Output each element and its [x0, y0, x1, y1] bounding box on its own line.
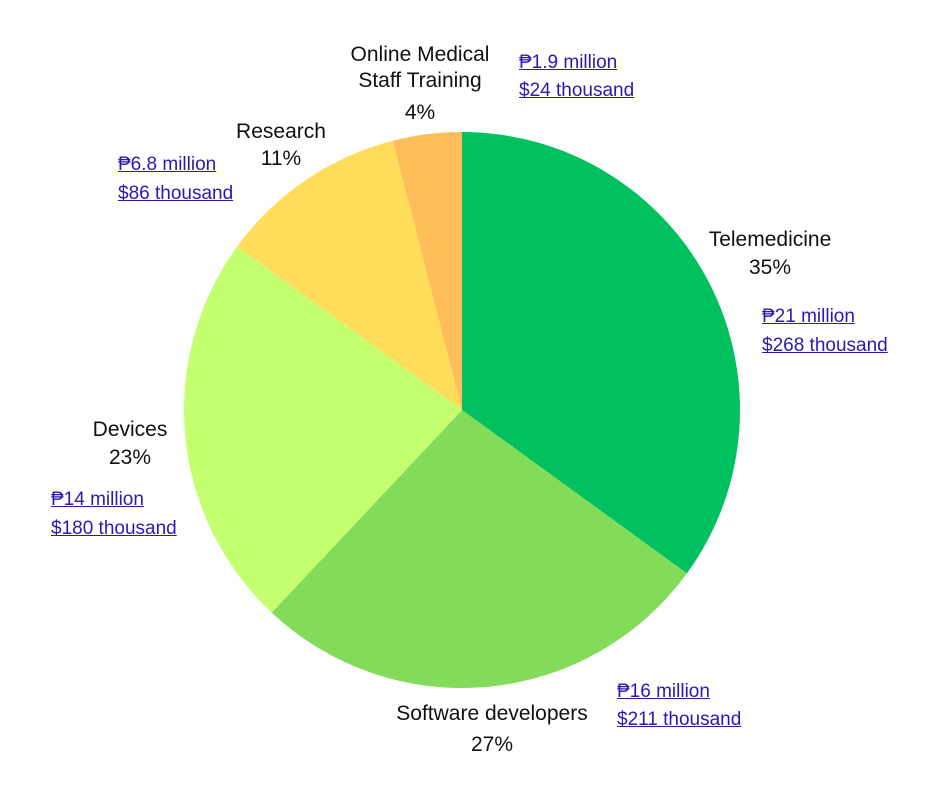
pie-slice [184, 246, 462, 613]
slice-percent: 11% [260, 147, 302, 170]
slice-label: Devices [92, 418, 168, 441]
pie-slice [392, 132, 462, 410]
amount-link[interactable]: ₱1.9 million [519, 52, 618, 73]
amount-link[interactable]: $86 thousand [118, 183, 234, 204]
slice-percent: 4% [404, 101, 436, 124]
pie-slice [237, 140, 462, 410]
pie-slice [462, 132, 740, 574]
amount-link[interactable]: $24 thousand [519, 80, 635, 101]
amount-link[interactable]: ₱21 million [762, 306, 855, 327]
amount-link[interactable]: ₱14 million [51, 489, 144, 510]
amount-link[interactable]: $211 thousand [617, 709, 742, 730]
slice-percent: 27% [470, 733, 514, 756]
slice-percent: 23% [108, 446, 152, 469]
amount-link[interactable]: ₱16 million [617, 681, 710, 702]
amount-link[interactable]: $180 thousand [51, 518, 177, 539]
pie-slice [271, 410, 687, 688]
slice-label: Telemedicine [708, 228, 832, 251]
amount-link[interactable]: $268 thousand [762, 335, 888, 356]
slice-label: Software developers [396, 702, 588, 725]
slice-percent: 35% [748, 256, 792, 279]
slice-label: Research [236, 120, 326, 143]
amount-link[interactable]: ₱6.8 million [118, 154, 217, 175]
slice-label: Online Medical Staff Training [350, 43, 490, 92]
